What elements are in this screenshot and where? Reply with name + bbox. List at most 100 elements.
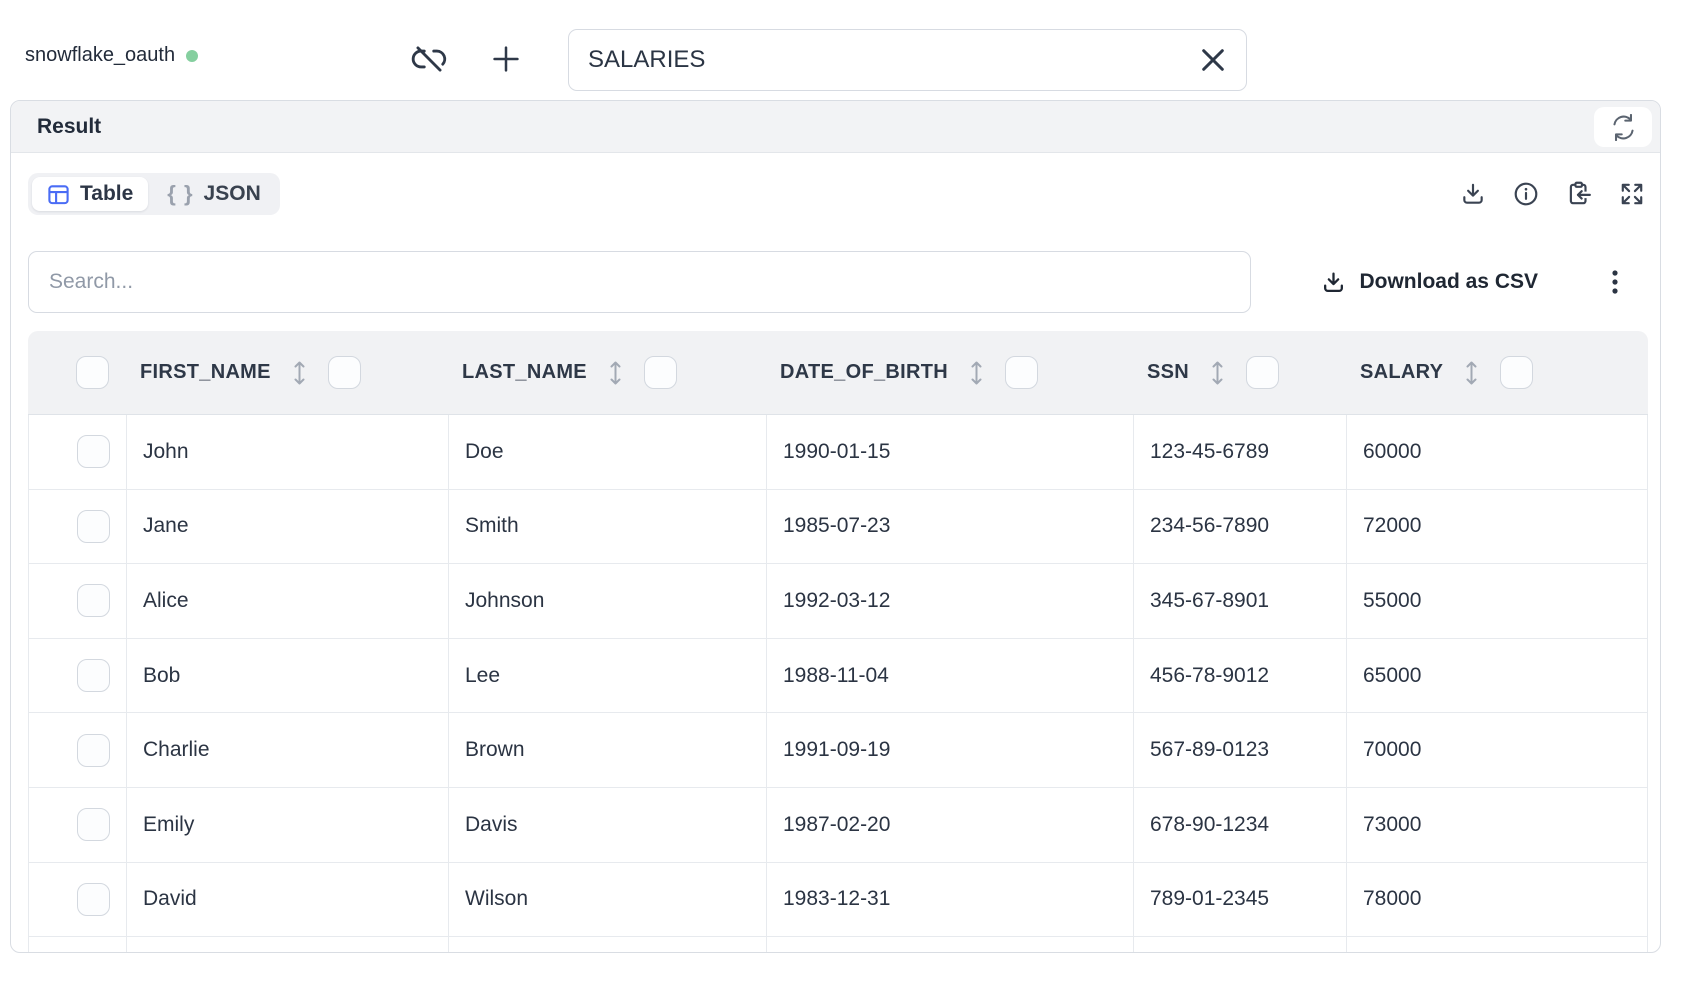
table-name-field-wrap [568, 29, 1247, 91]
download-csv-label: Download as CSV [1359, 270, 1538, 293]
table-row: Jane Smith 1985-07-23 234-56-7890 72000 [29, 489, 1647, 565]
cell: 123-45-6789 [1134, 415, 1347, 489]
row-checkbox[interactable] [77, 659, 110, 693]
cell: 1987-02-20 [767, 787, 1134, 862]
table-row: John Doe 1990-01-15 123-45-6789 60000 [29, 415, 1647, 490]
cell: 1988-11-04 [767, 638, 1134, 713]
copy-results-button[interactable] [1566, 181, 1592, 207]
table-row: Emily Davis 1987-02-20 678-90-1234 73000 [29, 787, 1647, 863]
column-select-checkbox[interactable] [1004, 356, 1038, 389]
row-checkbox[interactable] [77, 509, 110, 543]
refresh-button[interactable] [1594, 107, 1652, 147]
row-checkbox[interactable] [77, 584, 110, 618]
column-select-checkbox[interactable] [1246, 356, 1280, 389]
column-label: SALARY [1360, 361, 1444, 383]
view-toolbar: Table { } JSON [11, 173, 1660, 215]
expand-arrows-icon [1619, 181, 1645, 207]
cell [449, 937, 767, 952]
cell: 1991-09-19 [767, 713, 1134, 787]
cell: 70000 [1363, 738, 1422, 762]
cell: 65000 [1363, 663, 1422, 687]
sort-icon[interactable] [292, 359, 307, 387]
cell: Alice [127, 564, 449, 638]
table-body: John Doe 1990-01-15 123-45-6789 60000 Jane Smi… [28, 415, 1648, 952]
result-table: FIRST_NAME LAST_NAME DATE_OF_BIRTH SSN S… [28, 331, 1648, 952]
cell: John [127, 415, 449, 489]
cell: 55000 [1363, 588, 1422, 612]
sort-icon[interactable] [608, 359, 623, 387]
connection-name: snowflake_oauth [25, 44, 176, 66]
row-select-cell [29, 415, 127, 489]
cell: Smith [449, 489, 767, 564]
refresh-icon [1610, 113, 1637, 141]
column-header-salary[interactable]: SALARY [1346, 331, 1648, 414]
row-select-cell [29, 564, 127, 638]
column-select-checkbox[interactable] [643, 356, 677, 389]
tab-json[interactable]: { } JSON [152, 177, 275, 211]
table-name-input[interactable] [568, 29, 1247, 91]
row-checkbox[interactable] [77, 882, 110, 916]
download-button[interactable] [1460, 181, 1486, 207]
column-header-ssn[interactable]: SSN [1133, 331, 1346, 414]
cell: 567-89-0123 [1134, 713, 1347, 787]
column-header-date_of_birth[interactable]: DATE_OF_BIRTH [766, 331, 1133, 414]
cell: Doe [449, 415, 767, 489]
column-select-checkbox[interactable] [327, 356, 361, 389]
column-select-checkbox[interactable] [1500, 356, 1534, 389]
curly-braces-icon: { } [167, 181, 194, 206]
cell: Johnson [449, 564, 767, 638]
cell: Emily [127, 787, 449, 862]
clear-input-button[interactable] [1201, 48, 1225, 72]
cell: Wilson [449, 862, 767, 937]
connection-status-dot-icon [186, 49, 199, 62]
disconnect-button[interactable] [410, 40, 448, 78]
result-title: Result [37, 114, 102, 138]
cell: 456-78-9012 [1134, 638, 1347, 713]
row-select-cell [29, 787, 127, 862]
row-select-cell [29, 713, 127, 787]
column-label: FIRST_NAME [140, 361, 271, 383]
cell: 1990-01-15 [767, 415, 1134, 489]
table-row: David Wilson 1983-12-31 789-01-2345 78000 [29, 862, 1647, 938]
row-select-cell [29, 489, 127, 564]
download-icon [1460, 181, 1486, 207]
info-button[interactable] [1513, 181, 1539, 207]
connection-label[interactable]: snowflake_oauth [25, 44, 199, 67]
table-header-row: FIRST_NAME LAST_NAME DATE_OF_BIRTH SSN S… [28, 331, 1648, 415]
sort-icon[interactable] [969, 359, 984, 387]
x-icon [1201, 48, 1225, 72]
result-panel: Result Table [10, 100, 1661, 953]
cell: 60000 [1363, 439, 1422, 463]
cell: Charlie [127, 713, 449, 787]
cell: 73000 [1363, 812, 1422, 836]
tab-table[interactable]: Table [32, 177, 149, 211]
add-tab-button[interactable] [490, 43, 522, 75]
search-input[interactable] [28, 251, 1251, 313]
table-grid-icon [47, 183, 70, 206]
cell [1134, 937, 1347, 952]
fullscreen-button[interactable] [1619, 181, 1645, 207]
csv-cluster: Download as CSV [1321, 266, 1621, 298]
select-all-checkbox[interactable] [76, 356, 109, 389]
more-options-button[interactable] [1609, 266, 1621, 298]
cell: Bob [127, 638, 449, 713]
link-off-icon [410, 40, 448, 78]
row-checkbox[interactable] [77, 733, 110, 767]
cell [767, 937, 1134, 952]
cell: 1992-03-12 [767, 564, 1134, 638]
search-toolbar: Download as CSV [11, 251, 1660, 313]
download-csv-button[interactable]: Download as CSV [1321, 270, 1538, 295]
column-header-first_name[interactable]: FIRST_NAME [126, 331, 448, 414]
vertical-dots-icon [1611, 268, 1619, 296]
column-header-last_name[interactable]: LAST_NAME [448, 331, 766, 414]
row-checkbox[interactable] [77, 435, 110, 469]
table-row: Charlie Brown 1991-09-19 567-89-0123 70000 [29, 713, 1647, 788]
sort-icon[interactable] [1464, 359, 1479, 387]
tab-json-label: JSON [203, 182, 261, 205]
sort-icon[interactable] [1210, 359, 1225, 387]
cell [127, 937, 449, 952]
column-label: DATE_OF_BIRTH [780, 361, 948, 383]
select-all-header-cell [28, 331, 126, 414]
info-circle-icon [1513, 181, 1539, 207]
row-checkbox[interactable] [77, 808, 110, 842]
